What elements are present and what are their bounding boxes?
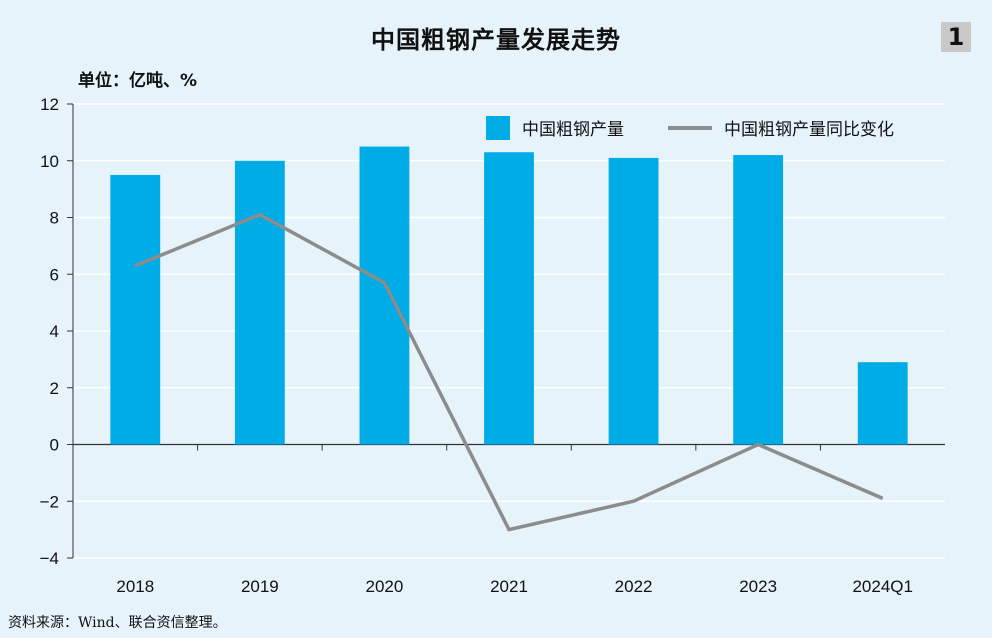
bar <box>359 146 410 445</box>
y-tick-label: −4 <box>40 549 59 568</box>
unit-label: 单位：亿吨、% <box>78 71 198 91</box>
y-tick-label: 0 <box>50 436 59 455</box>
tick-labels: 12 10 8 6 4 2 0 −2 −4 2018 2019 2020 2021 2022 2023 202… <box>40 95 913 596</box>
legend-bar-label: 中国粗钢产量 <box>522 120 624 140</box>
bar <box>608 157 659 445</box>
bar <box>733 155 784 445</box>
x-tick-label: 2022 <box>615 577 653 596</box>
chart-title: 中国粗钢产量发展走势 <box>371 26 621 54</box>
x-tick-label: 2023 <box>739 577 777 596</box>
y-tick-label: 6 <box>50 265 59 284</box>
x-tick-label: 2018 <box>116 577 154 596</box>
figure-number-badge: 1 <box>941 22 971 52</box>
y-tick-label: 12 <box>40 95 59 114</box>
y-tick-label: −2 <box>40 492 59 511</box>
legend: 中国粗钢产量 中国粗钢产量同比变化 <box>486 116 894 140</box>
y-tick-label: 4 <box>50 322 59 341</box>
legend-line-label: 中国粗钢产量同比变化 <box>724 120 894 140</box>
y-tick-label: 10 <box>40 152 59 171</box>
bar <box>857 362 908 445</box>
line-series <box>134 212 884 532</box>
bar-series <box>110 146 908 445</box>
y-tick-label: 2 <box>50 379 59 398</box>
x-tick-label: 2019 <box>241 577 279 596</box>
x-tick-label: 2021 <box>490 577 528 596</box>
x-tick-label: 2020 <box>366 577 404 596</box>
legend-bar-swatch <box>486 116 510 140</box>
source-note: 资料来源：Wind、联合资信整理。 <box>8 615 227 631</box>
bar <box>110 174 161 445</box>
y-tick-label: 8 <box>50 209 59 228</box>
bar <box>234 160 285 445</box>
x-tick-label: 2024Q1 <box>852 577 913 596</box>
bar <box>484 152 534 445</box>
